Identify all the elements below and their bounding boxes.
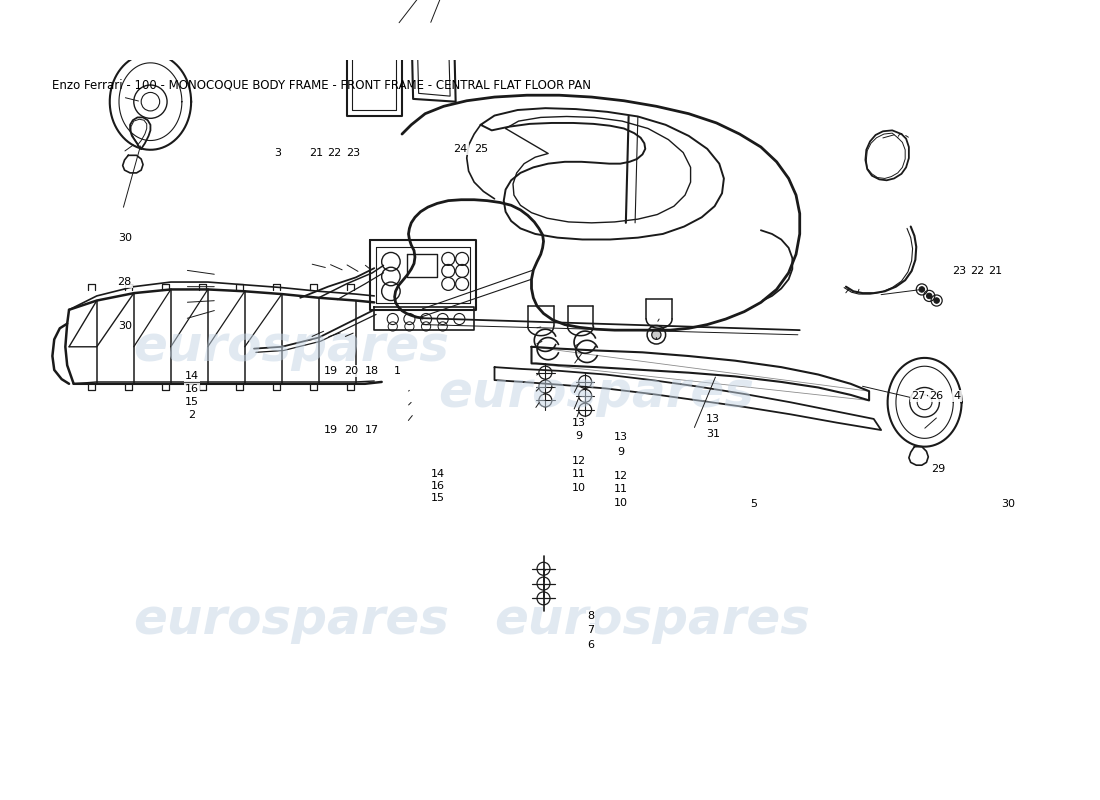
Text: 11: 11: [614, 484, 628, 494]
Text: Enzo Ferrari - 100 - MONOCOQUE BODY FRAME - FRONT FRAME - CENTRAL FLAT FLOOR PAN: Enzo Ferrari - 100 - MONOCOQUE BODY FRAM…: [53, 78, 592, 91]
Text: 15: 15: [185, 397, 199, 407]
Text: 24: 24: [453, 144, 468, 154]
Text: 20: 20: [344, 366, 359, 376]
Text: eurospares: eurospares: [438, 369, 755, 417]
Text: 23: 23: [346, 147, 361, 158]
Text: 18: 18: [365, 366, 380, 376]
Text: 5: 5: [750, 499, 757, 509]
Text: 22: 22: [327, 147, 341, 158]
Text: 30: 30: [1001, 499, 1015, 509]
Text: 30: 30: [118, 233, 132, 242]
Text: 21: 21: [309, 147, 323, 158]
Text: 27: 27: [911, 391, 925, 401]
Text: 26: 26: [930, 391, 944, 401]
Text: 2: 2: [188, 410, 196, 420]
Text: 7: 7: [587, 625, 594, 635]
Circle shape: [926, 293, 932, 298]
Text: 12: 12: [571, 456, 585, 466]
Text: 16: 16: [185, 384, 199, 394]
Text: 31: 31: [706, 429, 719, 438]
Text: 13: 13: [572, 418, 585, 428]
Text: 19: 19: [324, 366, 339, 376]
Text: 11: 11: [572, 470, 585, 479]
Text: 10: 10: [572, 482, 585, 493]
Text: 6: 6: [587, 640, 594, 650]
Text: eurospares: eurospares: [133, 322, 449, 370]
Text: 16: 16: [431, 481, 446, 490]
Circle shape: [934, 298, 939, 303]
Text: 23: 23: [952, 266, 966, 276]
Text: 28: 28: [118, 277, 132, 287]
Text: 20: 20: [344, 425, 359, 435]
Text: 13: 13: [706, 414, 719, 424]
Text: 9: 9: [618, 447, 625, 458]
Text: 1: 1: [394, 366, 400, 376]
Circle shape: [651, 330, 661, 339]
Text: 15: 15: [431, 493, 446, 503]
Circle shape: [918, 286, 925, 292]
Text: 8: 8: [587, 611, 594, 622]
Text: 14: 14: [185, 371, 199, 381]
Text: 17: 17: [365, 425, 380, 435]
Text: 22: 22: [970, 266, 985, 276]
Text: 10: 10: [614, 498, 628, 507]
Text: 19: 19: [324, 425, 339, 435]
Text: 21: 21: [989, 266, 1003, 276]
Text: 4: 4: [954, 391, 960, 401]
Text: 30: 30: [118, 322, 132, 331]
Text: 25: 25: [474, 144, 488, 154]
Text: 12: 12: [614, 471, 628, 481]
Text: 9: 9: [575, 431, 582, 441]
Text: eurospares: eurospares: [494, 596, 810, 644]
Text: 14: 14: [431, 470, 446, 479]
Text: 29: 29: [932, 463, 946, 474]
Text: 13: 13: [614, 433, 628, 442]
Text: eurospares: eurospares: [133, 596, 449, 644]
Text: 3: 3: [274, 147, 280, 158]
